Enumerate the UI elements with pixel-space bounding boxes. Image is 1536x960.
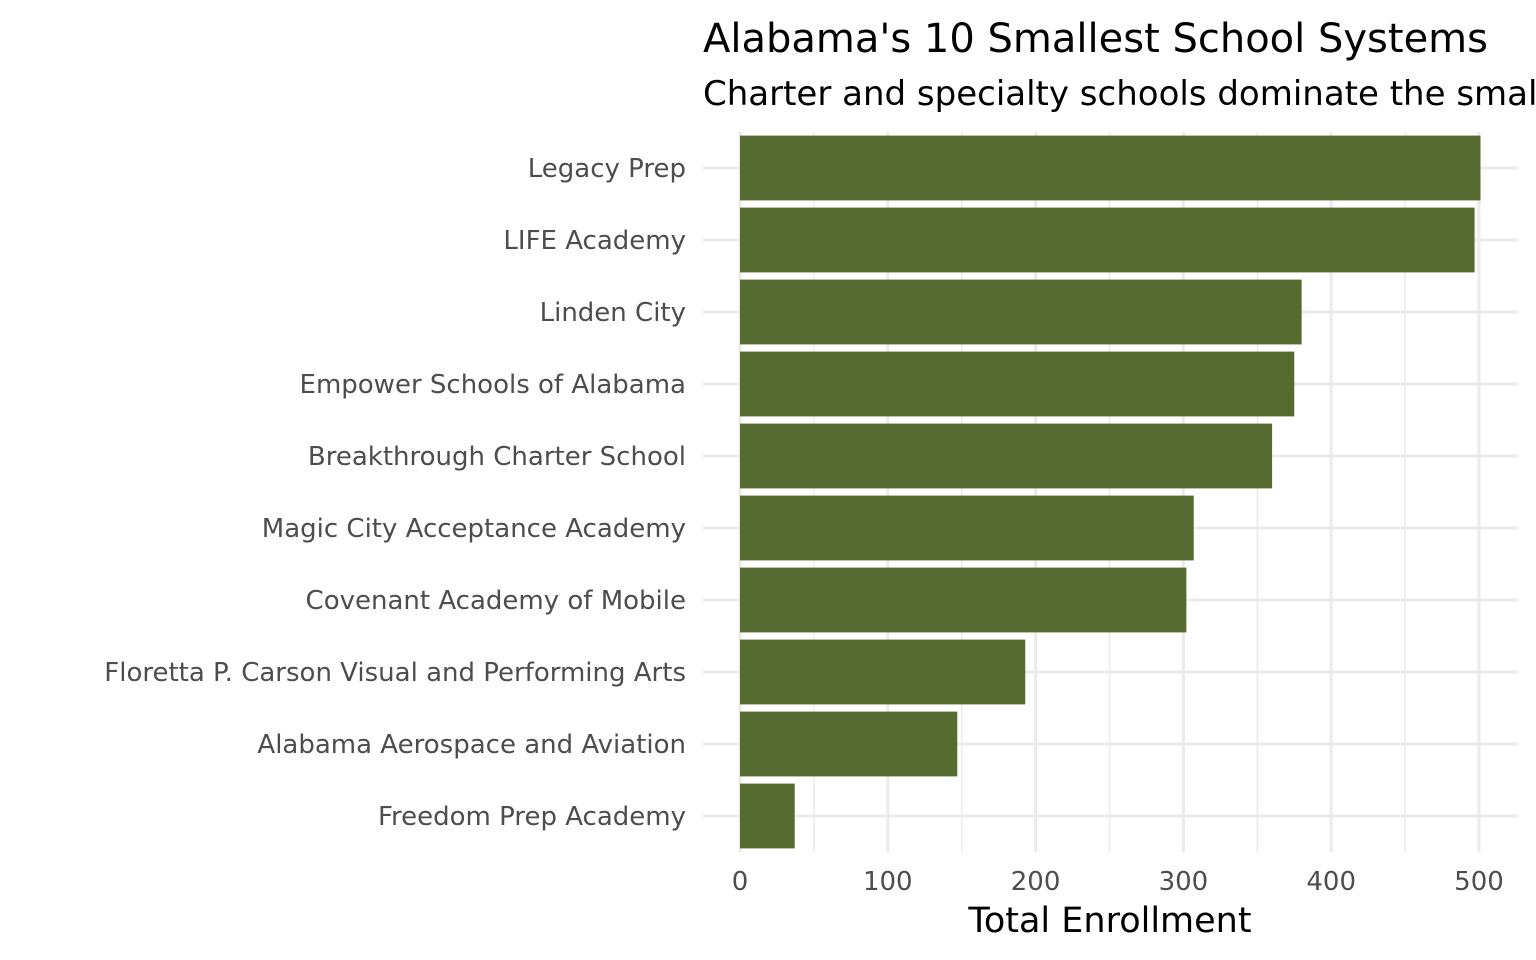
bar [740, 351, 1295, 417]
x-axis-title: Total Enrollment [967, 901, 1251, 941]
chart-subtitle: Charter and specialty schools dominate t… [703, 74, 1536, 114]
x-tick-label: 200 [1011, 867, 1061, 897]
category-label: Legacy Prep [528, 154, 686, 184]
bar [740, 279, 1302, 345]
category-label: Freedom Prep Academy [378, 802, 686, 832]
bar [740, 711, 958, 777]
category-label: Magic City Acceptance Academy [262, 514, 686, 544]
x-tick-label: 0 [732, 867, 749, 897]
category-label: Alabama Aerospace and Aviation [257, 730, 686, 760]
bar [740, 135, 1481, 201]
category-label: Breakthrough Charter School [308, 442, 686, 472]
bar-layer [740, 135, 1481, 849]
x-tick-label: 500 [1454, 867, 1504, 897]
x-tick-label: 400 [1306, 867, 1356, 897]
bar [740, 567, 1187, 633]
label-layer: 0 100 200 300 400 500 Legacy Prep LIFE Academy L… [104, 154, 1504, 897]
bar [740, 495, 1194, 561]
category-label: Floretta P. Carson Visual and Performing… [104, 658, 686, 688]
bar [740, 783, 795, 849]
category-label: Linden City [540, 298, 686, 328]
bar [740, 423, 1273, 489]
chart-title: Alabama's 10 Smallest School Systems [703, 16, 1488, 62]
category-label: LIFE Academy [503, 226, 686, 256]
category-label: Empower Schools of Alabama [300, 370, 686, 400]
x-tick-label: 300 [1159, 867, 1209, 897]
bar [740, 639, 1026, 705]
bar [740, 207, 1475, 273]
x-tick-label: 100 [863, 867, 913, 897]
category-label: Covenant Academy of Mobile [306, 586, 686, 616]
